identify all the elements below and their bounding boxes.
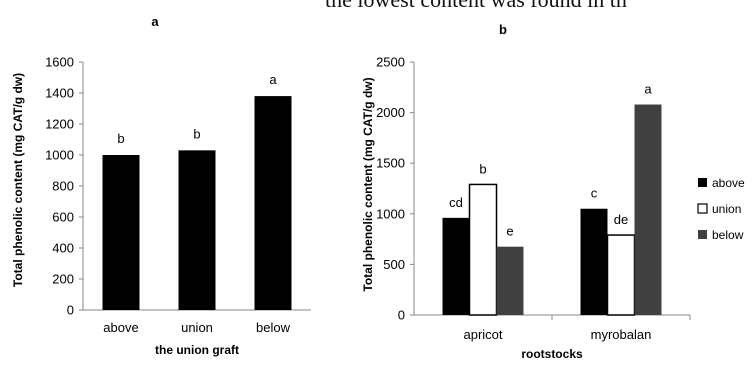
panel-a-label: a <box>151 14 159 29</box>
panel-b-x-tick-label: myrobalan <box>591 327 652 342</box>
panel-a-y-tick-label: 400 <box>52 241 74 256</box>
legend-label-above: above <box>712 176 745 190</box>
panel-a-y-tick-label: 1600 <box>45 55 74 70</box>
panel-b-bar-above <box>442 217 470 315</box>
panel-b-y-tick-label: 2000 <box>376 105 405 120</box>
panel-b-x-tick-label: apricot <box>463 327 502 342</box>
panel-a-y-tick-label: 800 <box>52 179 74 194</box>
panel-a-y-tick-label: 0 <box>67 303 74 318</box>
panel-b-y-tick-label: 0 <box>398 308 405 323</box>
panel-b-significance-letter: e <box>506 224 513 239</box>
panel-b-y-tick-label: 2500 <box>376 55 405 70</box>
cropped-caption-text: the lowest content was found in th <box>325 0 627 13</box>
panel-b-significance-letter: a <box>644 82 652 97</box>
panel-b-y-tick-label: 1500 <box>376 156 405 171</box>
panel-a-bar <box>178 150 216 310</box>
panel-b-x-axis-title: rootstocks <box>521 347 583 361</box>
panel-b-bar-union <box>606 234 636 316</box>
legend-label-below: below <box>712 228 744 242</box>
panel-b-bar-below <box>634 104 662 315</box>
panel-b-significance-letter: de <box>614 212 628 227</box>
panel-a-x-tick-label: union <box>181 320 213 335</box>
panel-a-y-tick-label: 600 <box>52 210 74 225</box>
panel-b-y-axis-title: Total phenolic content (mg CAT/g dw) <box>361 77 375 291</box>
panel-a-x-tick-label: above <box>103 320 138 335</box>
panel-b-label: b <box>499 22 507 37</box>
panel-b-bar-above <box>580 208 608 315</box>
panel-a-y-axis-title: Total phenolic content (mg CAT/g dw) <box>11 73 25 287</box>
panel-b-y-tick-label: 1000 <box>376 206 405 221</box>
legend-swatch-union <box>697 203 708 214</box>
panel-a-x-tick-label: below <box>256 320 291 335</box>
panel-b-significance-letter: b <box>479 161 486 176</box>
panel-a-significance-letter: b <box>117 131 124 146</box>
panel-a-y-tick-label: 1000 <box>45 148 74 163</box>
legend-swatch-below <box>698 230 707 239</box>
panel-b-bar-below <box>496 246 524 315</box>
panel-b-bar-union <box>468 183 498 316</box>
panel-a-x-axis-title: the union graft <box>155 343 239 357</box>
panel-b-significance-letter: c <box>591 186 598 201</box>
panel-a-significance-letter: b <box>193 126 200 141</box>
panel-a-bar <box>254 96 292 310</box>
panel-a-significance-letter: a <box>269 72 277 87</box>
panel-a-y-tick-label: 200 <box>52 272 74 287</box>
panel-a-y-tick-label: 1200 <box>45 117 74 132</box>
panel-a-y-tick-label: 1400 <box>45 86 74 101</box>
panel-b-significance-letter: cd <box>449 195 463 210</box>
legend-swatch-above <box>698 178 707 187</box>
legend-label-union: union <box>712 202 741 216</box>
panel-b-y-tick-label: 500 <box>383 257 405 272</box>
panel-a-bar <box>102 155 140 310</box>
